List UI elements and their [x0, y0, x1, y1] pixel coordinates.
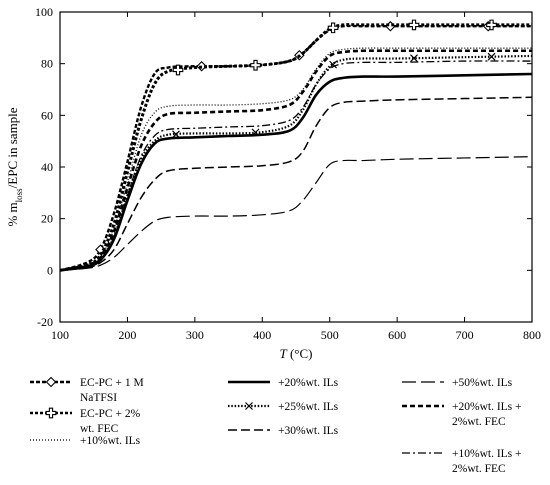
legend-label-1: EC-PC + 1 M — [80, 377, 144, 389]
series-2-marker-5 — [486, 19, 497, 31]
series-line-1 — [60, 24, 532, 272]
series-2-marker-1 — [172, 64, 184, 76]
series-5-marker-1 — [172, 130, 180, 139]
x-tick-label: 400 — [253, 328, 271, 342]
legend-label-4: +20%wt. ILs — [278, 377, 339, 389]
legend-label-7: +50%wt. ILs — [452, 377, 513, 389]
x-axis-title: T (°C) — [279, 346, 312, 361]
x-tick-label: 700 — [456, 328, 474, 342]
y-tick-label: 100 — [35, 5, 53, 19]
y-tick-label: 80 — [41, 57, 53, 71]
legend-label-9: 2%wt. FEC — [452, 463, 506, 475]
legend-label-2: wt. FEC — [80, 423, 119, 435]
series-line-5 — [60, 54, 532, 272]
y-tick-label: 40 — [41, 160, 53, 174]
series-line-2 — [60, 23, 532, 272]
series-5-marker-3 — [329, 60, 338, 69]
series-line-8 — [60, 49, 532, 272]
y-tick-label: 60 — [41, 108, 53, 122]
legend-label-9: +10%wt. ILs + — [452, 448, 522, 460]
series-5-marker-4 — [410, 54, 418, 63]
legend-marker-5 — [245, 402, 253, 410]
plot-area — [60, 19, 532, 272]
series-2-marker-3 — [327, 22, 339, 34]
legend-label-1: NaTFSI — [80, 392, 117, 404]
x-tick-label: 100 — [51, 328, 69, 342]
series-2-marker-4 — [408, 19, 420, 31]
legend-label-2: EC-PC + 2% — [80, 408, 141, 420]
series-line-7 — [60, 156, 532, 271]
series-5-marker-5 — [487, 52, 496, 61]
legend-label-8: 2%wt. FEC — [452, 416, 506, 428]
x-tick-label: 300 — [186, 328, 204, 342]
y-tick-label: 0 — [47, 263, 53, 277]
y-tick-label: 20 — [41, 212, 53, 226]
series-line-6 — [60, 96, 532, 272]
legend-label-6: +30%wt. ILs — [278, 425, 339, 437]
x-tick-label: 800 — [523, 328, 541, 342]
axes: 100 200 300 400 500 600 700 800 -20 0 20 40 60 80 100 T… — [5, 5, 541, 361]
y-axis-title: % mloss/EPC in sample — [5, 107, 24, 226]
series-5-marker-2 — [251, 128, 260, 137]
legend-label-8: +20%wt. ILs + — [452, 401, 522, 413]
legend-marker-2 — [45, 407, 57, 419]
x-tick-label: 200 — [118, 328, 136, 342]
y-tick-label: -20 — [37, 315, 53, 329]
series-2-marker-2 — [250, 59, 261, 71]
x-tick-label: 500 — [321, 328, 339, 342]
legend-label-3: +10%wt. ILs — [80, 435, 141, 447]
series-group — [60, 19, 532, 272]
x-tick-label: 600 — [388, 328, 406, 342]
legend-label-5: +25%wt. ILs — [278, 401, 339, 413]
legend-marker-1 — [45, 376, 57, 388]
series-line-4 — [60, 72, 532, 272]
series-line-9 — [60, 60, 532, 271]
